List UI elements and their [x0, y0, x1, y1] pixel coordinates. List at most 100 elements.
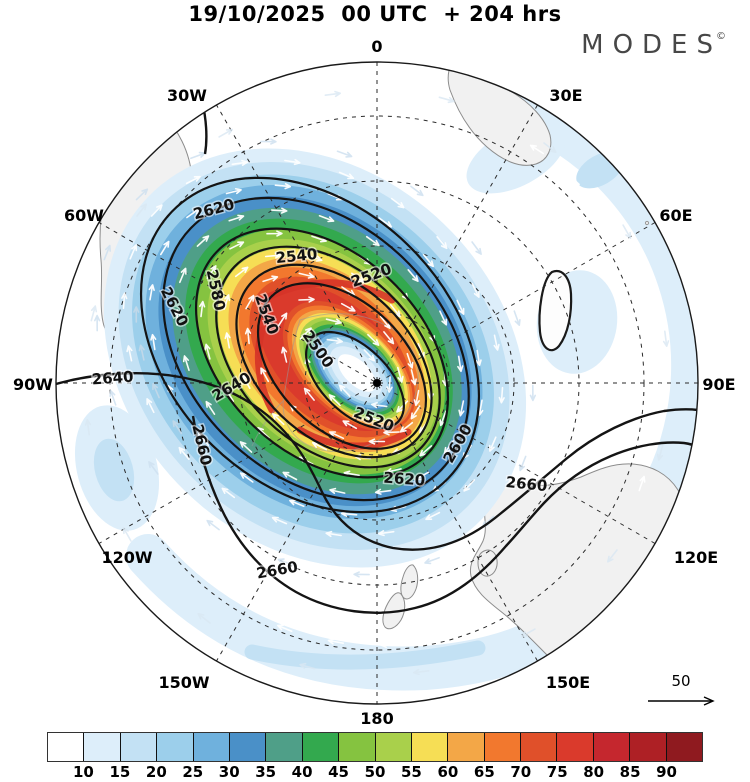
wind-arrow	[197, 613, 211, 624]
wind-arrow	[274, 183, 292, 190]
colorbar-cell	[229, 733, 267, 761]
wind-arrow	[493, 334, 500, 351]
colorbar-tick-label: 60	[437, 763, 459, 781]
longitude-label: 120E	[674, 548, 718, 567]
longitude-label: 60W	[64, 206, 104, 225]
wind-arrow	[529, 384, 536, 402]
wind-arrow	[410, 405, 421, 420]
wind-arrow	[277, 558, 294, 566]
wind-arrow	[260, 367, 270, 383]
wind-arrow	[488, 436, 497, 452]
height-contour	[235, 263, 433, 459]
wind-arrow	[148, 284, 155, 301]
wind-arrow	[342, 420, 358, 430]
wind-arrow	[413, 668, 430, 676]
wind-arrow	[386, 376, 393, 393]
wind-arrow	[160, 240, 170, 256]
longitude-label: 120W	[101, 548, 152, 567]
colorbar-cell	[521, 733, 558, 761]
colorbar-cell	[666, 733, 703, 761]
wind-arrow	[298, 272, 315, 279]
wind-arrow	[422, 254, 434, 268]
wind-arrow	[390, 197, 405, 209]
wind-arrow	[438, 96, 455, 104]
wind-arrow	[653, 336, 661, 353]
wind-arrow	[413, 389, 420, 407]
wind-arrow	[457, 355, 464, 373]
height-contour	[256, 282, 428, 450]
height-contour	[194, 227, 450, 479]
wind-arrow	[424, 556, 440, 565]
longitude-labels: 0 30E 60E 90E 120E 150E 180 150W 120W 90…	[13, 37, 736, 728]
colorbar-cell	[557, 733, 594, 761]
wind-arrow	[224, 332, 231, 349]
longitude-label: 30E	[549, 86, 582, 105]
wind-arrow	[239, 441, 253, 453]
wind-arrow	[367, 333, 380, 346]
wind-arrow	[406, 352, 414, 369]
wind-arrow	[407, 269, 419, 282]
wind-arrow	[414, 471, 430, 481]
colorbar-cell	[593, 733, 631, 761]
colorbar-tick-label: 10	[73, 763, 94, 781]
wind-arrow	[277, 312, 288, 327]
wind-arrow	[206, 265, 217, 280]
wind-arrow	[186, 208, 200, 219]
colorbar-tick-label: 85	[619, 763, 641, 781]
wind-arrow	[223, 294, 231, 310]
wind-arrow	[371, 401, 388, 409]
wind-arrow	[221, 487, 236, 499]
wind-arrow	[239, 472, 254, 483]
wind-arrow	[425, 511, 441, 521]
wind-arrow	[607, 549, 618, 563]
colorbar-tick-label: 45	[328, 763, 349, 781]
wind-arrow	[244, 327, 252, 345]
wind-arrow	[122, 527, 132, 542]
height-contour	[305, 330, 405, 430]
wind-arrow	[368, 438, 386, 445]
madagascar-land	[538, 270, 573, 352]
wind-arrow	[225, 188, 242, 195]
wind-arrow	[135, 188, 149, 201]
wind-reference-arrow	[648, 696, 715, 706]
longitude-label: 60E	[659, 206, 692, 225]
wind-arrow	[178, 446, 190, 460]
wind-arrow	[303, 387, 315, 401]
wind-arrow	[129, 244, 138, 260]
wind-arrow	[529, 144, 545, 155]
wind-arrow	[410, 369, 417, 386]
wind-arrow	[475, 349, 482, 367]
longitude-label: 150E	[546, 673, 590, 692]
wind-arrow	[321, 353, 328, 370]
wind-arrow	[338, 171, 355, 180]
colorbar-tick-label: 20	[145, 763, 167, 781]
wind-arrow	[643, 290, 651, 307]
colorbar-cell	[448, 733, 485, 761]
colorbar-tick-label: 70	[510, 763, 532, 781]
wind-arrow	[380, 641, 397, 648]
wind-arrow	[410, 185, 424, 197]
colorbar-tick-label: 35	[255, 763, 277, 781]
colorbar-tick-label: 50	[364, 763, 386, 781]
wind-arrow	[185, 175, 201, 185]
wind-arrow	[205, 400, 216, 415]
wind-arrow	[365, 235, 380, 247]
wind-arrow	[298, 296, 315, 303]
wind-arrow	[121, 292, 128, 310]
wind-arrow	[174, 309, 181, 326]
wind-arrow	[245, 294, 255, 310]
wind-arrow	[90, 305, 98, 322]
longitude-label: 150W	[158, 673, 209, 692]
longitude-label: 90W	[13, 375, 53, 394]
colorbar-cell	[266, 733, 303, 761]
wind-arrow	[329, 431, 345, 440]
contour-label: 2620	[383, 469, 426, 490]
wind-arrow	[206, 519, 220, 531]
wind-arrow	[567, 173, 580, 186]
wind-arrow	[318, 215, 335, 223]
wind-arrow	[182, 355, 190, 372]
colorbar-tick-label: 15	[109, 763, 131, 781]
map-boundary	[55, 61, 699, 705]
wind-arrow	[389, 304, 401, 318]
wind-arrow	[326, 337, 343, 345]
